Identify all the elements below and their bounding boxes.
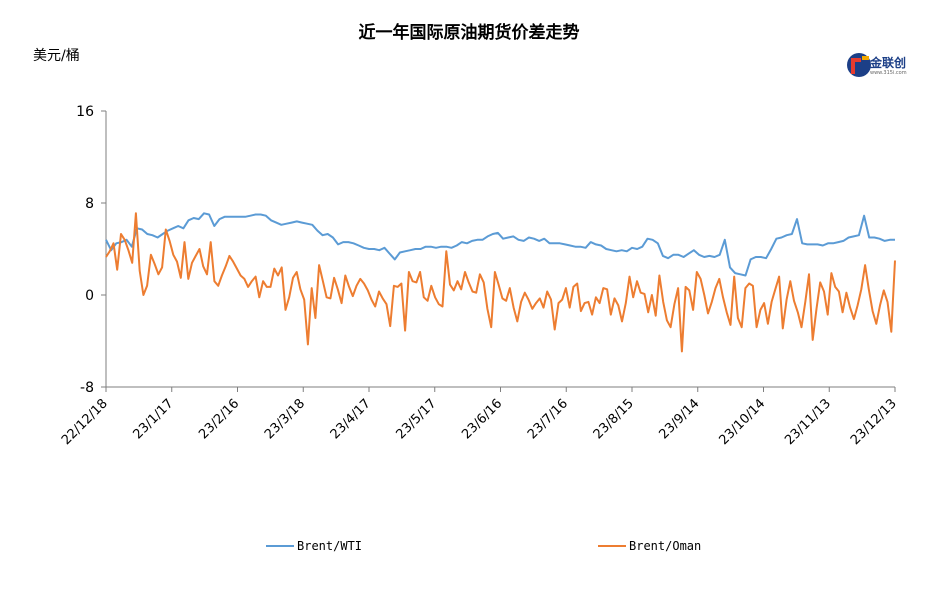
y-tick-label: 8 <box>85 196 94 212</box>
x-tick-label: 22/12/18 <box>59 396 111 448</box>
y-tick-label: -8 <box>80 380 94 396</box>
legend-label: Brent/WTI <box>297 539 362 553</box>
chart-legend: Brent/WTI Brent/Oman <box>266 539 701 553</box>
logo-url: www.315i.com <box>870 70 907 76</box>
x-tick-label: 23/12/13 <box>848 396 900 448</box>
x-tick-label: 23/10/14 <box>716 396 768 448</box>
x-tick-label: 23/8/15 <box>591 396 637 442</box>
legend-label: Brent/Oman <box>629 539 701 553</box>
y-axis-unit-label: 美元/桶 <box>33 48 80 64</box>
x-tick-label: 23/4/17 <box>328 396 374 442</box>
logo-text: 金联创 <box>870 56 907 70</box>
x-tick-label: 23/9/14 <box>657 396 703 442</box>
series-line-brent-wti <box>105 212 895 277</box>
logo-mark-icon <box>847 53 871 77</box>
chart-lines <box>105 212 896 353</box>
y-tick-label: 16 <box>76 104 94 120</box>
brand-logo <box>845 48 915 82</box>
x-tick-label: 23/3/18 <box>262 396 308 442</box>
x-tick-label: 23/6/16 <box>459 396 505 442</box>
chart-title: 近一年国际原油期货价差走势 <box>358 23 580 43</box>
x-tick-label: 23/11/13 <box>782 396 834 448</box>
x-tick-label: 23/1/17 <box>131 396 177 442</box>
y-tick-label: 0 <box>85 288 94 304</box>
x-tick-label: 23/2/16 <box>196 396 242 442</box>
series-line-brent-oman <box>105 212 896 353</box>
x-tick-label: 23/7/16 <box>525 396 571 442</box>
x-tick-label: 23/5/17 <box>394 396 440 442</box>
